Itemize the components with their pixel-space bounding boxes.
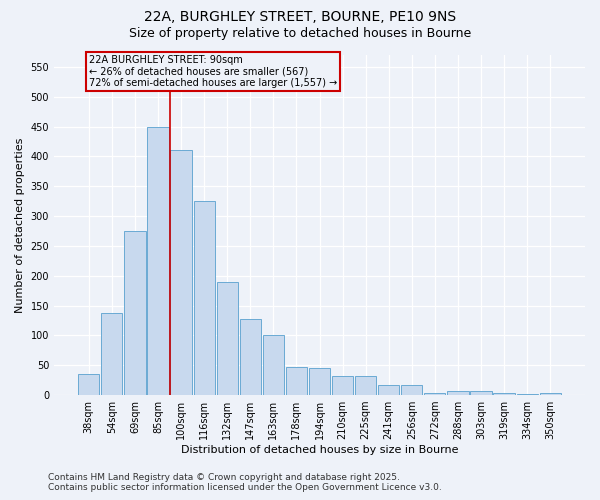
Y-axis label: Number of detached properties: Number of detached properties	[15, 138, 25, 312]
Bar	[78, 374, 100, 395]
Bar	[194, 201, 215, 395]
X-axis label: Distribution of detached houses by size in Bourne: Distribution of detached houses by size …	[181, 445, 458, 455]
Bar	[517, 394, 538, 395]
Text: 22A, BURGHLEY STREET, BOURNE, PE10 9NS: 22A, BURGHLEY STREET, BOURNE, PE10 9NS	[144, 10, 456, 24]
Bar	[332, 376, 353, 395]
Bar	[309, 368, 330, 395]
Bar	[493, 394, 515, 395]
Bar	[263, 335, 284, 395]
Bar	[124, 231, 146, 395]
Bar	[470, 391, 491, 395]
Bar	[355, 376, 376, 395]
Bar	[286, 367, 307, 395]
Bar	[170, 150, 191, 395]
Bar	[148, 126, 169, 395]
Bar	[424, 392, 445, 395]
Text: 22A BURGHLEY STREET: 90sqm
← 26% of detached houses are smaller (567)
72% of sem: 22A BURGHLEY STREET: 90sqm ← 26% of deta…	[89, 55, 337, 88]
Bar	[401, 385, 422, 395]
Text: Size of property relative to detached houses in Bourne: Size of property relative to detached ho…	[129, 28, 471, 40]
Bar	[239, 320, 261, 395]
Bar	[101, 314, 122, 395]
Bar	[378, 385, 400, 395]
Bar	[539, 394, 561, 395]
Text: Contains HM Land Registry data © Crown copyright and database right 2025.
Contai: Contains HM Land Registry data © Crown c…	[48, 473, 442, 492]
Bar	[217, 282, 238, 395]
Bar	[448, 391, 469, 395]
